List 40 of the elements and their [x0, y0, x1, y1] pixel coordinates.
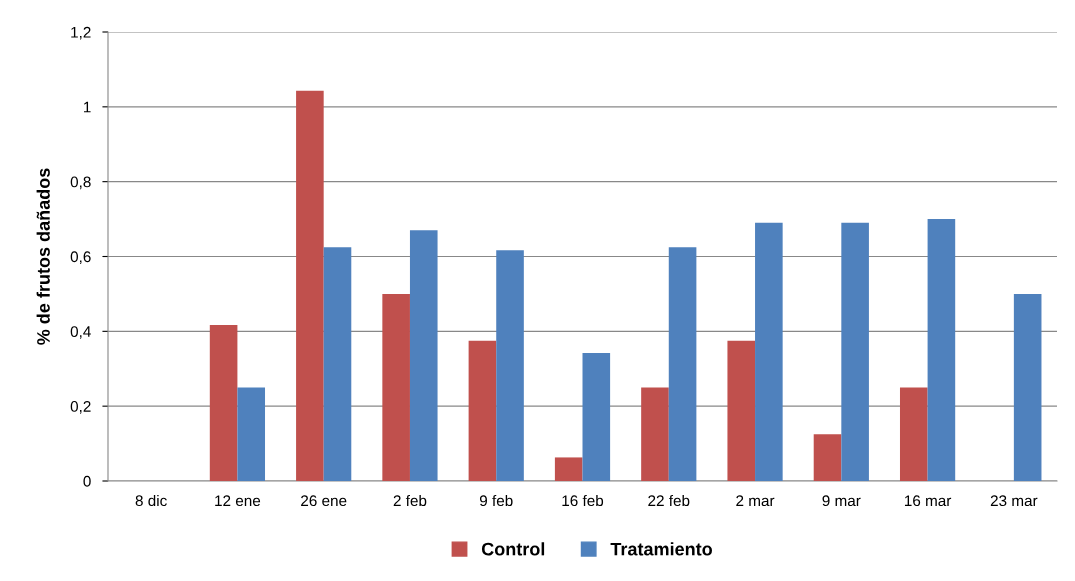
bar: [237, 387, 266, 481]
bar: [1013, 293, 1042, 481]
x-tick-label: 22 feb: [648, 494, 690, 507]
x-tick-label: 8 dic: [135, 494, 167, 507]
bar: [755, 222, 783, 481]
bar: [382, 293, 410, 481]
bar: [409, 230, 438, 481]
x-tick-label: 16 feb: [562, 494, 604, 507]
bar: [209, 324, 238, 481]
y-axis-title: % de frutos dañados: [36, 168, 50, 345]
y-tick-label: 0,8: [70, 176, 91, 190]
bar: [641, 387, 669, 481]
x-tick-label: 12 ene: [215, 495, 261, 507]
bar: [927, 219, 956, 481]
x-tick-label: 16 mar: [904, 495, 952, 507]
bar: [899, 387, 928, 481]
x-tick-label: 2 feb: [393, 494, 427, 507]
y-tick-label: 0,2: [70, 401, 91, 414]
x-tick-label: 9 mar: [822, 495, 861, 507]
legend-label: Control: [481, 542, 545, 556]
legend-label: Tratamiento: [610, 542, 712, 556]
x-tick-label: 26 ene: [301, 495, 347, 507]
bar: [582, 353, 611, 481]
bar: [813, 434, 842, 481]
bar: [554, 457, 583, 481]
y-tick-label: 0: [83, 475, 91, 487]
x-tick-label: 9 feb: [479, 494, 513, 507]
bar: [323, 247, 352, 481]
bar: [296, 90, 324, 481]
y-tick-label: 1,2: [71, 26, 91, 40]
y-tick-label: 1: [84, 101, 91, 113]
x-tick-label: 23 mar: [990, 495, 1038, 507]
bar: [468, 340, 497, 481]
y-tick-label: 0,4: [70, 326, 91, 339]
bar: [496, 250, 524, 481]
bar: [668, 247, 697, 481]
bar: [841, 222, 869, 481]
x-tick-label: 2 mar: [736, 495, 775, 507]
y-tick-label: 0,6: [70, 251, 91, 264]
bar: [727, 340, 756, 481]
